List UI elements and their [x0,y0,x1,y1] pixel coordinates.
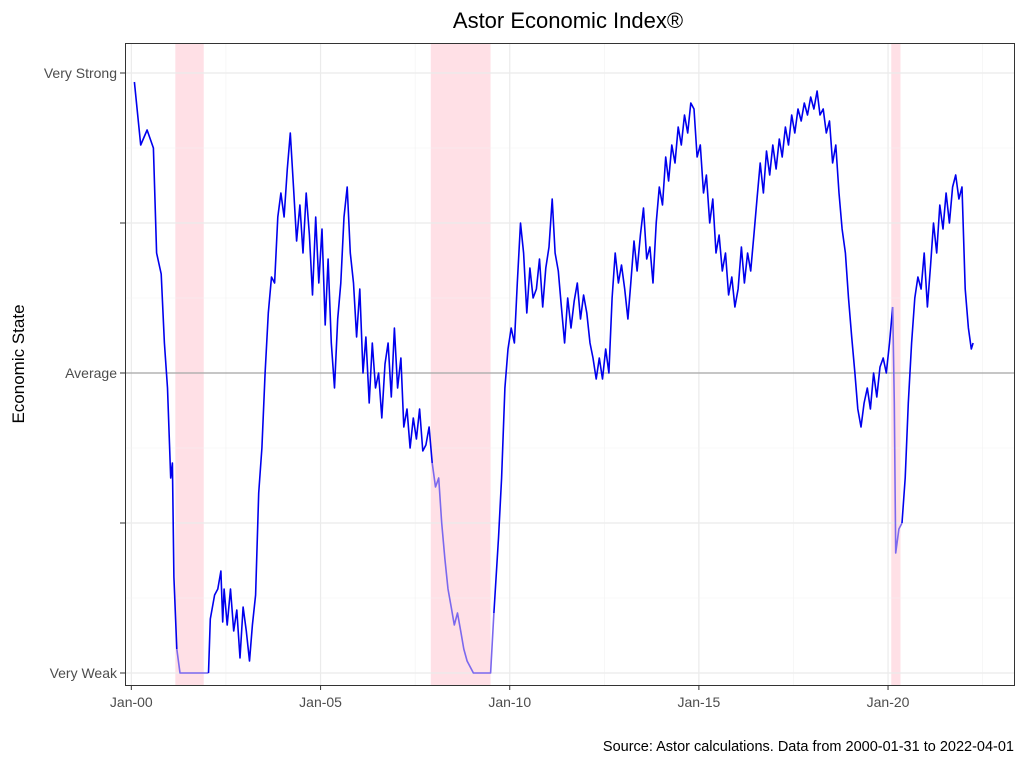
x-tick-label: Jan-20 [867,694,910,710]
recession-band-1 [430,43,491,685]
y-axis-label: Economic State [9,304,28,423]
series-line-segment-4 [493,90,894,614]
axes: Jan-00 Jan-05 Jan-10 Jan-15 Jan-20 Very Stron… [44,65,910,710]
plot-border [125,43,1015,686]
series-line-segment-1 [176,648,209,674]
y-tick-label: Very Weak [50,665,118,681]
x-tick-label: Jan-10 [488,694,531,710]
y-tick-label: Very Strong [44,65,117,81]
chart-title: Astor Economic Index® [452,8,684,33]
x-tick-label: Jan-15 [677,694,720,710]
grid-lines [125,43,1014,685]
series-line-segment-5 [891,306,903,554]
series-line-segment-2 [207,132,433,674]
source-caption: Source: Astor calculations. Data from 20… [602,739,1014,755]
y-tick-label: Average [65,365,117,381]
series-line-segment-6 [901,174,974,524]
series-line-segment-0 [133,81,178,650]
x-tick-label: Jan-05 [299,694,342,710]
recession-band-0 [175,43,204,685]
recession-bands [175,43,901,685]
series-group [133,81,974,674]
series-line-segment-3 [431,462,495,674]
x-tick-label: Jan-00 [110,694,153,710]
recession-band-2 [891,43,901,685]
